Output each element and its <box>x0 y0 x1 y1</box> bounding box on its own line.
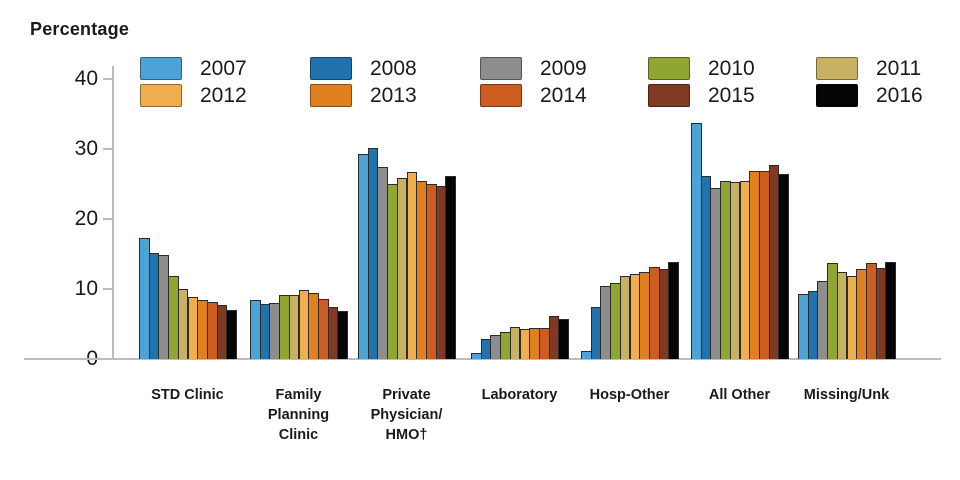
y-axis-line <box>112 66 114 360</box>
x-category-label-missing-unk: Missing/Unk <box>787 385 907 405</box>
legend-label-2016: 2016 <box>876 84 923 107</box>
y-tick-mark-40 <box>103 78 113 80</box>
legend-label-2010: 2010 <box>708 57 755 80</box>
legend-swatch-2007 <box>140 57 182 80</box>
legend-swatch-2012 <box>140 84 182 107</box>
x-category-label-line: Laboratory <box>481 387 558 403</box>
legend-swatch-2015 <box>648 84 690 107</box>
legend-label-2013: 2013 <box>370 84 417 107</box>
y-tick-mark-30 <box>103 148 113 150</box>
y-tick-mark-10 <box>103 288 113 290</box>
x-category-label-line: All Other <box>708 387 771 403</box>
x-category-label-line: STD Clinic <box>151 387 224 403</box>
x-category-label-private-physician-hmo: Private Physician/HMO† <box>347 385 467 445</box>
legend-swatch-2013 <box>310 84 352 107</box>
legend-label-2009: 2009 <box>540 57 587 80</box>
x-category-label-line: Clinic <box>278 427 319 443</box>
legend-swatch-2011 <box>816 57 858 80</box>
legend-label-2011: 2011 <box>876 57 922 80</box>
bar-2016-laboratory <box>558 319 569 359</box>
x-category-label-line: Physician/ <box>370 407 443 423</box>
bar-2016-hosp-other <box>668 261 679 359</box>
bar-2016-missing-unk <box>885 261 896 359</box>
bar-2016-private-physician-hmo <box>445 175 456 359</box>
legend-swatch-2016 <box>816 84 858 107</box>
y-tick-label-30: 30 <box>74 137 98 160</box>
bar-2016-std-clinic <box>226 310 237 359</box>
y-tick-mark-20 <box>103 218 113 220</box>
x-category-label-hosp-other: Hosp-Other <box>570 385 690 405</box>
y-axis-title: Percentage <box>30 19 130 39</box>
x-category-label-line: Family <box>275 387 322 403</box>
y-tick-label-10: 10 <box>74 277 98 300</box>
legend-label-2015: 2015 <box>708 84 755 107</box>
legend-swatch-2014 <box>480 84 522 107</box>
y-tick-label-40: 40 <box>74 67 98 90</box>
x-category-label-all-other: All Other <box>680 385 800 405</box>
legend-label-2014: 2014 <box>540 84 587 107</box>
legend-swatch-2008 <box>310 57 352 80</box>
y-tick-label-20: 20 <box>74 207 98 230</box>
x-category-label-family-planning-clinic: Family Planning Clinic <box>239 385 359 445</box>
x-category-label-line: Planning <box>267 407 330 423</box>
x-axis-line <box>24 358 941 360</box>
legend-label-2012: 2012 <box>200 84 247 107</box>
legend-label-2007: 2007 <box>200 57 247 80</box>
x-category-label-line: HMO† <box>385 427 428 443</box>
x-category-label-std-clinic: STD Clinic <box>128 385 248 405</box>
bar-2016-family-planning-clinic <box>337 310 348 359</box>
legend-swatch-2009 <box>480 57 522 80</box>
legend-label-2008: 2008 <box>370 57 417 80</box>
x-category-label-laboratory: Laboratory <box>460 385 580 405</box>
bar-2016-all-other <box>778 173 789 359</box>
x-category-label-line: Hosp-Other <box>589 387 670 403</box>
legend-swatch-2010 <box>648 57 690 80</box>
x-category-label-line: Private <box>382 387 431 403</box>
x-category-label-line: Missing/Unk <box>803 387 890 403</box>
